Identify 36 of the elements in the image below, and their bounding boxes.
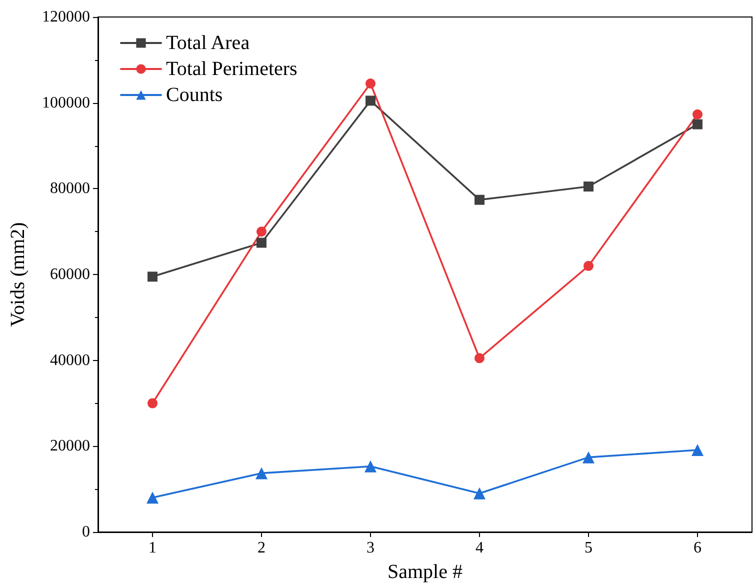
- legend-label: Counts: [166, 84, 223, 106]
- point: [364, 460, 376, 472]
- x-tick-label: 5: [584, 540, 592, 556]
- point: [146, 492, 158, 504]
- x-tick-label: 1: [148, 540, 156, 556]
- y-tick-label: 120000: [42, 8, 90, 26]
- y-axis-title: Voids (mm2): [7, 222, 29, 327]
- point: [366, 78, 376, 89]
- point: [366, 96, 376, 106]
- x-tick-label: 6: [694, 540, 702, 556]
- point: [692, 444, 704, 456]
- y-tick-label: 100000: [42, 94, 90, 112]
- point: [692, 109, 702, 120]
- x-tick-label: 3: [366, 540, 374, 556]
- point: [474, 487, 486, 500]
- y-tick-label: 0: [82, 524, 90, 540]
- point: [692, 119, 702, 130]
- point: [582, 451, 594, 464]
- point: [148, 272, 158, 282]
- point: [474, 353, 484, 364]
- point: [584, 260, 594, 271]
- point: [256, 226, 266, 237]
- x-tick-label: 2: [258, 540, 266, 556]
- point: [474, 194, 484, 205]
- point: [584, 182, 594, 192]
- y-tick-label: 20000: [50, 438, 90, 455]
- x-axis-title: Sample #: [388, 561, 462, 583]
- point: [256, 238, 266, 248]
- y-tick-label: 40000: [50, 352, 90, 369]
- point: [148, 398, 158, 408]
- legend-label: Total Area: [166, 32, 250, 54]
- y-tick-label: 80000: [50, 180, 90, 198]
- point: [256, 467, 268, 480]
- y-tick-label: 60000: [50, 266, 90, 283]
- x-tick-label: 4: [476, 540, 484, 556]
- legend-label: Total Perimeters: [166, 58, 298, 80]
